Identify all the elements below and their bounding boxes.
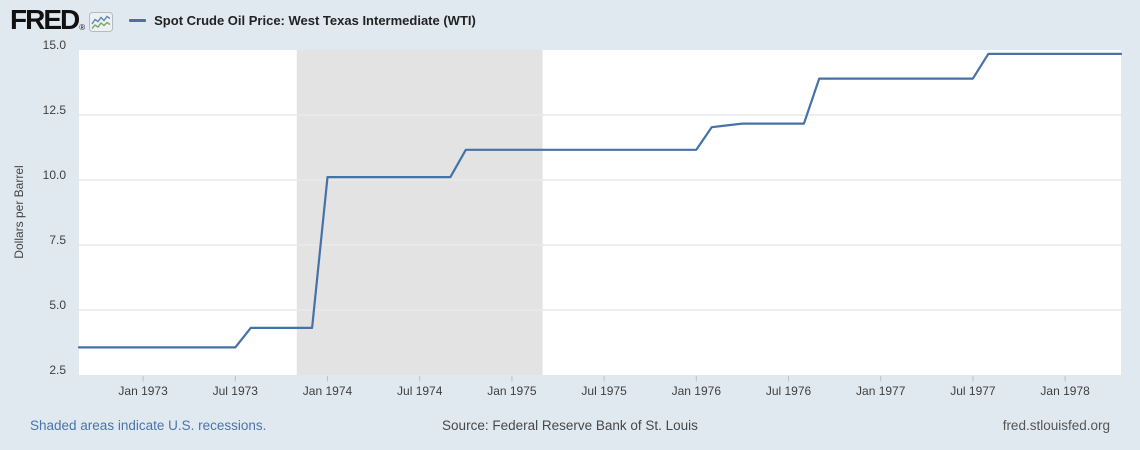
y-tick-label: 2.5 (49, 363, 66, 377)
recession-note-link[interactable]: Shaded areas indicate U.S. recessions. (30, 418, 267, 433)
fred-logo-text: FRED (10, 4, 80, 35)
x-tick-label: Jan 1973 (118, 384, 168, 398)
chart-header: FRED ® Spot Crude Oil Price: West Texas … (0, 0, 1140, 40)
fred-sparkline-icon (89, 12, 114, 32)
fred-logo[interactable]: FRED ® (10, 4, 114, 35)
x-tick-label: Jul 1975 (581, 384, 627, 398)
recession-band (296, 50, 543, 375)
x-tick-label: Jan 1975 (487, 384, 537, 398)
x-tick-label: Jan 1977 (856, 384, 906, 398)
y-tick-label: 15.0 (43, 38, 67, 52)
plot-area (79, 50, 1121, 375)
fred-site-link[interactable]: fred.stlouisfed.org (1002, 418, 1110, 433)
y-tick-label: 12.5 (43, 103, 67, 117)
registered-trademark-icon: ® (79, 23, 86, 32)
y-axis-title: Dollars per Barrel (12, 165, 26, 259)
x-tick-label: Jan 1976 (672, 384, 722, 398)
y-tick-label: 5.0 (49, 298, 66, 312)
series-title: Spot Crude Oil Price: West Texas Interme… (154, 12, 476, 28)
source-attribution: Source: Federal Reserve Bank of St. Loui… (442, 418, 698, 433)
x-tick-label: Jul 1973 (213, 384, 259, 398)
x-tick-label: Jan 1978 (1040, 384, 1090, 398)
x-tick-label: Jan 1974 (303, 384, 353, 398)
series-legend: Spot Crude Oil Price: West Texas Interme… (129, 13, 476, 28)
y-tick-label: 10.0 (43, 168, 67, 182)
x-tick-label: Jul 1977 (950, 384, 996, 398)
y-tick-label: 7.5 (49, 233, 66, 247)
x-tick-label: Jul 1976 (766, 384, 812, 398)
x-tick-label: Jul 1974 (397, 384, 443, 398)
chart-footer: Shaded areas indicate U.S. recessions. S… (0, 416, 1140, 446)
legend-line-swatch (129, 18, 147, 22)
wti-price-line (77, 52, 1123, 349)
